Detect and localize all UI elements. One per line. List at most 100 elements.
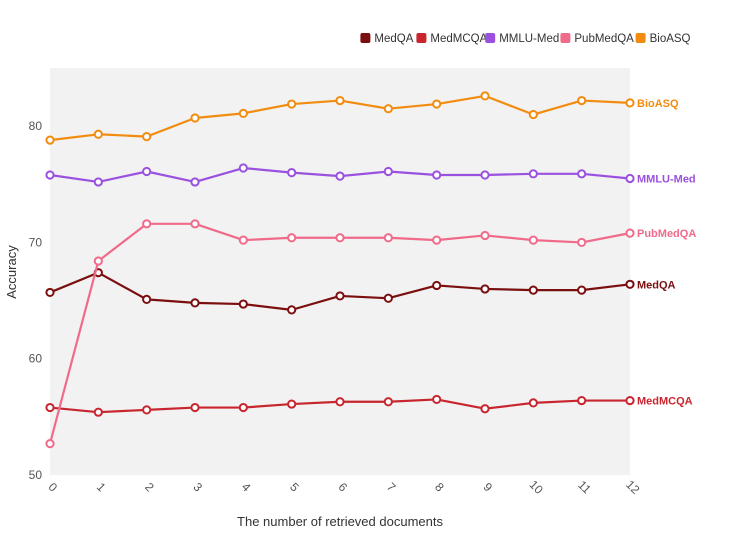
data-point [93,129,103,139]
x-tick-label: 6 [336,480,351,495]
x-tick-label: 3 [191,480,206,495]
data-point [625,173,635,184]
data-point [528,109,538,120]
legend-swatch [635,33,646,43]
data-point [45,170,55,180]
data-point [45,402,55,413]
data-point [383,166,393,177]
y-tick-label: 50 [29,468,43,482]
data-point [190,219,200,229]
data-point [238,235,248,245]
x-tick-label: 9 [481,480,496,495]
series-pubmedqa [45,219,635,449]
x-tick-label: 12 [623,477,643,497]
data-point [528,285,538,295]
x-tick-label: 11 [575,478,594,497]
series-layer [45,91,635,449]
data-point [142,166,152,177]
x-tick-label: 8 [432,480,447,495]
data-point [625,98,635,108]
end-label-bioasq: BioASQ [637,98,679,110]
legend-swatch [360,33,371,43]
x-tick-label: 0 [46,480,61,495]
legend-item-mmlu-med: MMLU-Med [485,33,559,45]
data-point [142,405,152,415]
data-point [577,237,587,248]
x-tick-label: 4 [239,480,254,495]
legend-label: BioASQ [650,33,691,45]
data-point [383,397,393,407]
data-point [383,233,393,243]
data-point [432,235,442,245]
data-point [287,233,297,243]
data-point [93,177,103,187]
data-point [287,99,297,109]
data-point [190,298,200,308]
data-point [335,233,345,243]
data-point [625,228,635,238]
legend-item-pubmedqa: PubMedQA [560,33,634,45]
legend-label: MedMCQA [430,33,487,45]
data-point [383,293,393,303]
x-tick-label: 5 [287,480,302,495]
data-point [93,256,103,266]
data-point [335,171,345,181]
data-point [190,177,200,187]
data-point [577,285,587,295]
series-medqa [45,268,635,315]
end-label-pubmedqa: PubMedQA [637,228,696,240]
data-point [335,95,345,106]
data-point [335,291,345,301]
data-point [625,279,635,289]
data-point [528,169,538,179]
data-point [625,395,635,406]
data-point [142,132,152,142]
data-point [238,299,248,309]
legend-swatch [416,33,427,43]
data-point [238,163,248,173]
data-point [577,95,587,106]
legend-label: PubMedQA [574,33,634,45]
data-point [142,294,152,305]
data-point [480,91,490,101]
y-tick-label: 70 [29,235,43,249]
legend-swatch [560,33,571,43]
data-point [287,399,297,409]
data-point [287,305,297,315]
data-point [528,398,538,408]
data-point [480,284,490,294]
data-point [432,99,442,109]
legend-item-medmcqa: MedMCQA [416,33,488,45]
data-point [287,168,297,178]
data-point [238,402,248,413]
data-point [190,113,200,123]
data-point [480,404,490,414]
x-tick-label: 1 [94,480,109,495]
series-end-labels: MedQA MedMCQA MMLU-Med PubMedQA BioASQ [637,98,696,408]
x-tick-label: 10 [526,477,546,497]
data-point [577,169,587,179]
series-medmcqa [45,394,635,417]
legend-label: MMLU-Med [499,33,559,45]
y-tick-label: 80 [29,119,43,133]
data-point [577,395,587,406]
data-point [383,104,393,114]
legend-item-medqa: MedQA [360,33,414,45]
data-point [432,280,442,291]
data-point [335,397,345,407]
x-axis-ticks: 0 1 2 3 4 5 6 7 8 9 10 11 12 [46,477,643,497]
y-axis-ticks: 50 60 70 80 [29,119,43,482]
data-point [45,135,55,145]
data-point [480,170,490,180]
legend: MedQA MedMCQA MMLU-Med PubMedQA BioASQ [360,33,691,45]
data-point [190,402,200,413]
x-axis-title: The number of retrieved documents [237,514,443,529]
data-point [432,170,442,180]
x-tick-label: 7 [384,480,399,495]
series-bioasq [45,91,635,145]
data-point [45,287,55,298]
plot-background [50,68,630,475]
data-point [142,219,152,229]
y-axis-title: Accuracy [4,245,19,299]
